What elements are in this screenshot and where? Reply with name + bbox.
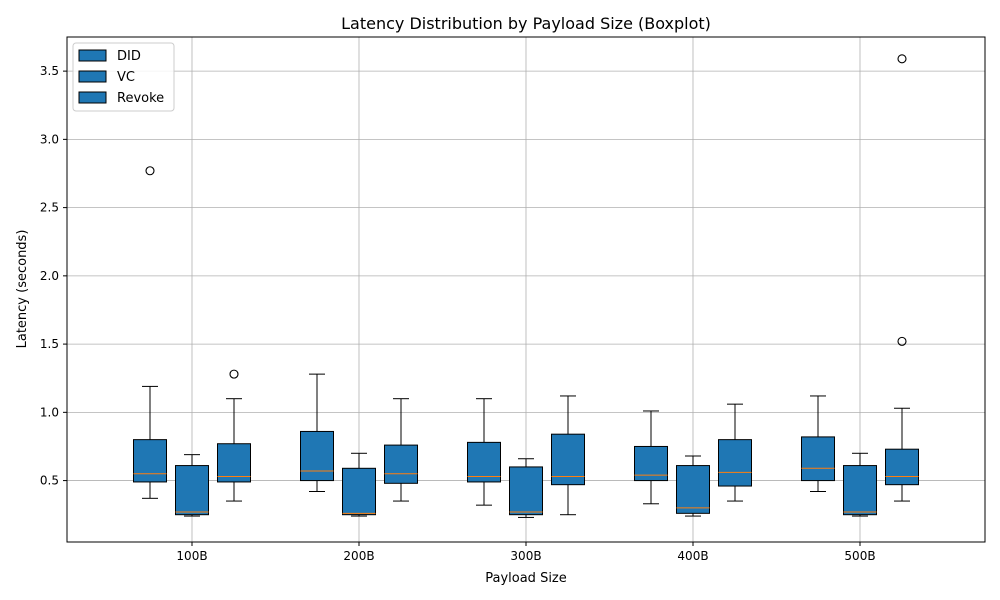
iqr-box bbox=[551, 433, 585, 486]
outlier-point bbox=[897, 54, 907, 64]
box-did-500B bbox=[801, 395, 835, 492]
iqr-box bbox=[801, 436, 835, 482]
iqr-box bbox=[843, 465, 877, 516]
iqr-box bbox=[133, 439, 167, 483]
box-revoke-100B bbox=[217, 369, 251, 502]
iqr-box bbox=[217, 443, 251, 483]
x-tick-label: 300B bbox=[510, 549, 541, 563]
iqr-box bbox=[676, 465, 710, 514]
y-tick-label: 3.5 bbox=[40, 64, 59, 78]
y-tick-label: 3.0 bbox=[40, 132, 59, 146]
y-tick-label: 0.5 bbox=[40, 474, 59, 488]
iqr-box bbox=[718, 439, 752, 487]
iqr-box bbox=[300, 430, 334, 482]
box-vc-400B bbox=[676, 455, 710, 517]
box-revoke-300B bbox=[551, 395, 585, 516]
legend-swatch bbox=[78, 49, 107, 62]
x-tick-label: 100B bbox=[176, 549, 207, 563]
legend: DID VC Revoke bbox=[72, 42, 175, 112]
legend-label: DID bbox=[117, 49, 141, 64]
iqr-box bbox=[342, 467, 376, 516]
legend-label: VC bbox=[117, 70, 135, 85]
axes: 0.5 1.0 1.5 2.0 2.5 3.0 3.5 100B 200B 300B 400B 500… bbox=[40, 64, 876, 563]
iqr-box bbox=[175, 465, 209, 516]
box-vc-500B bbox=[843, 452, 877, 517]
box-did-100B bbox=[133, 166, 167, 499]
outlier-point bbox=[229, 369, 239, 379]
x-tick-label: 500B bbox=[844, 549, 875, 563]
y-tick-label: 2.5 bbox=[40, 201, 59, 215]
box-did-200B bbox=[300, 373, 334, 492]
y-axis-label: Latency (seconds) bbox=[15, 230, 30, 349]
legend-label: Revoke bbox=[117, 91, 164, 106]
y-tick-label: 1.0 bbox=[40, 405, 59, 419]
y-tick-label: 1.5 bbox=[40, 337, 59, 351]
iqr-box bbox=[467, 441, 501, 483]
chart-title: Latency Distribution by Payload Size (Bo… bbox=[341, 14, 711, 33]
outlier-point bbox=[897, 336, 907, 346]
outlier-point bbox=[145, 166, 155, 176]
legend-swatch bbox=[78, 70, 107, 83]
iqr-box bbox=[885, 448, 919, 486]
box-revoke-400B bbox=[718, 403, 752, 502]
x-tick-label: 400B bbox=[677, 549, 708, 563]
y-tick-label: 2.0 bbox=[40, 269, 59, 283]
iqr-box bbox=[384, 444, 418, 484]
box-did-300B bbox=[467, 398, 501, 506]
box-revoke-200B bbox=[384, 398, 418, 502]
box-vc-100B bbox=[175, 454, 209, 517]
box-did-400B bbox=[634, 410, 668, 505]
x-axis-label: Payload Size bbox=[485, 571, 567, 586]
boxes bbox=[133, 54, 919, 518]
x-tick-label: 200B bbox=[343, 549, 374, 563]
box-vc-300B bbox=[509, 458, 543, 518]
legend-swatch bbox=[78, 91, 107, 104]
box-revoke-500B bbox=[885, 54, 919, 502]
iqr-box bbox=[509, 466, 543, 516]
box-vc-200B bbox=[342, 452, 376, 517]
